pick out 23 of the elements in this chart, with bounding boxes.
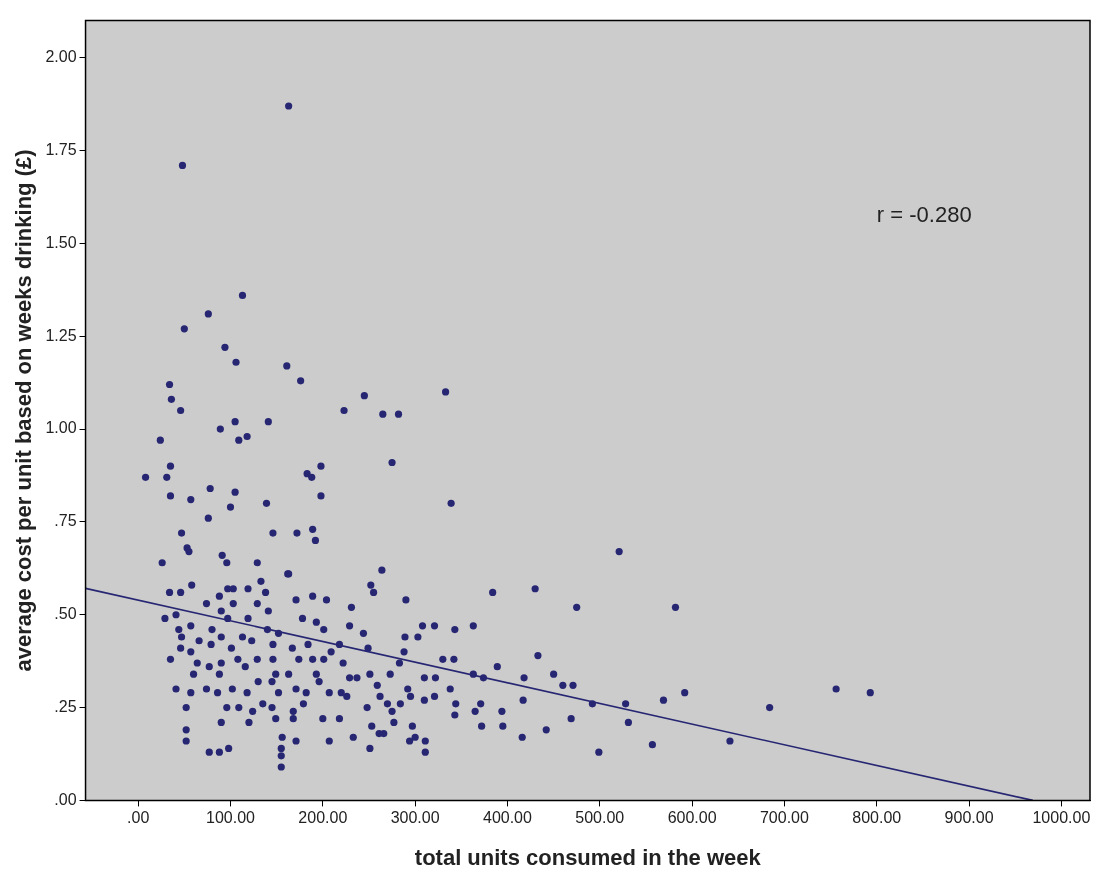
y-tick-label: 1.50 <box>45 233 77 251</box>
x-tick-label: 1000.00 <box>1032 809 1091 827</box>
y-tick-label: .75 <box>54 512 77 530</box>
x-tick-label: 100.00 <box>206 809 256 827</box>
x-tick-label: 600.00 <box>667 809 717 827</box>
x-tick-label: 200.00 <box>298 809 348 827</box>
y-tick-label: .50 <box>54 605 77 623</box>
y-tick-label: .00 <box>54 790 77 808</box>
y-tick-label: 1.00 <box>45 419 77 437</box>
x-tick-label: 900.00 <box>944 809 994 827</box>
y-axis-title: average cost per unit based on weeks drinking (£) <box>11 149 37 672</box>
y-tick-label: .25 <box>54 697 77 715</box>
y-tick-label: 1.25 <box>45 326 77 344</box>
annotation: r = -0.280 <box>876 201 972 227</box>
y-tick-label: 1.75 <box>45 140 77 158</box>
x-tick-label: .00 <box>127 809 150 827</box>
x-tick-label: 400.00 <box>482 809 533 827</box>
x-tick-label: 800.00 <box>852 809 902 827</box>
x-tick-label: 500.00 <box>575 809 625 827</box>
x-axis-title: total units consumed in the week <box>414 844 762 870</box>
x-tick-label: 300.00 <box>390 809 440 827</box>
y-tick-label: 2.00 <box>45 48 77 66</box>
x-tick-label: 700.00 <box>759 809 809 827</box>
